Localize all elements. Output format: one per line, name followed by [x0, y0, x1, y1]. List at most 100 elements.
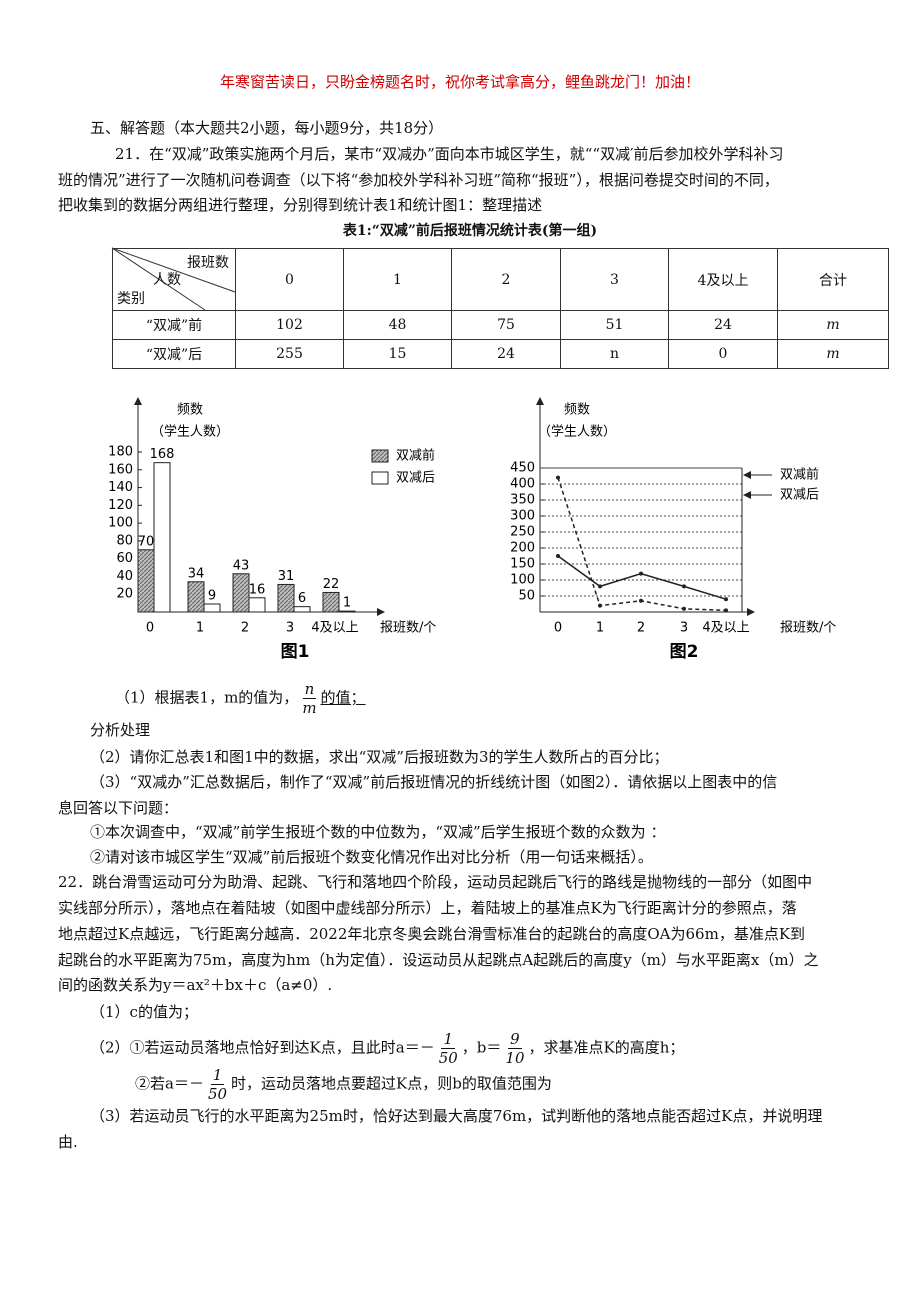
data-label: 22: [323, 577, 340, 592]
point: [724, 597, 728, 602]
text: 的值；: [320, 688, 366, 707]
x-tick-label: 0: [554, 621, 562, 636]
y-tick-label: 120: [108, 498, 133, 513]
y-tick-label: 100: [108, 516, 133, 531]
y-tick-label: 100: [510, 573, 535, 588]
fraction: 1 50: [206, 1066, 229, 1103]
point: [556, 554, 560, 558]
data-label: 31: [278, 569, 295, 584]
y-tick-label: 200: [510, 541, 535, 556]
data-label: 34: [188, 566, 205, 581]
numerator: 1: [441, 1030, 456, 1049]
question: ②若a＝－ 1 50 时，运动员落地点要超过K点，则b的取值范围为: [135, 1066, 552, 1103]
y-tick-label: 150: [510, 557, 535, 572]
cell: 51: [560, 310, 669, 340]
bar: [338, 610, 356, 613]
x-tick-label: 1: [196, 621, 204, 636]
data-label: 70: [138, 534, 155, 549]
header-cell: 4及以上: [668, 248, 778, 311]
point: [598, 603, 602, 608]
question: 息回答以下问题：: [58, 799, 179, 817]
text: （2）①若运动员落地点恰好到达K点，且此时a＝－: [90, 1038, 435, 1057]
denominator: m: [302, 699, 317, 717]
x-tick-label: 3: [286, 621, 294, 636]
cell: 24: [668, 310, 778, 340]
table-caption: 表1:“双减”前后报班情况统计表(第一组): [342, 223, 598, 239]
numerator: 1: [210, 1066, 225, 1085]
y-tick-label: 20: [116, 587, 133, 602]
data-label: 16: [249, 582, 266, 597]
header-cell: 3: [560, 248, 669, 311]
line: [557, 477, 727, 612]
y-axis-label: （学生人数）: [151, 424, 229, 440]
y-tick-label: 400: [510, 477, 535, 492]
cell: 255: [235, 339, 344, 369]
header-cell: 合计: [777, 248, 889, 311]
fraction: 9 10: [503, 1030, 526, 1067]
cell: 75: [451, 310, 561, 340]
banner: 年寒窗苦读日，只盼金榜题名时，祝你考试拿高分，鲤鱼跳龙门！加油！: [219, 73, 700, 91]
question: （2）请你汇总表1和图1中的数据，求出“双减”后报班数为3的学生人数所占的百分比…: [90, 748, 669, 766]
text: ，b＝: [461, 1038, 502, 1057]
legend-label: 双减前: [780, 467, 819, 483]
text-line: 班的情况”进行了一次随机问卷调查（以下将“参加校外学科补习班”简称“报班”），根…: [58, 171, 779, 189]
text: 时，运动员落地点要超过K点，则b的取值范围为: [231, 1074, 552, 1093]
cell: 102: [235, 310, 344, 340]
corner-cell: 报班数 人数 类别: [112, 248, 236, 311]
bar: [137, 549, 155, 613]
header-cell: 2: [451, 248, 561, 311]
x-tick-label: 2: [637, 621, 645, 636]
y-tick-label: 180: [108, 445, 133, 460]
y-tick-label: 160: [108, 462, 133, 477]
text-line: 地点超过K点越远，飞行距离分越高．2022年北京冬奥会跳台滑雪标准台的起跳台的高…: [58, 925, 806, 943]
numerator: n: [302, 680, 317, 699]
y-tick-label: 450: [510, 461, 535, 476]
data-label: 9: [208, 589, 216, 604]
y-tick-label: 350: [510, 493, 535, 508]
y-tick-label: 60: [116, 551, 133, 566]
denominator: 50: [438, 1049, 458, 1067]
bar: [277, 583, 295, 613]
point: [556, 475, 560, 480]
header-cell: 0: [235, 248, 344, 311]
legend-label: 双减前: [396, 448, 435, 464]
row-header: “双减”后: [112, 339, 236, 369]
bar: [203, 603, 221, 613]
legend-swatch: [371, 471, 389, 485]
x-tick-label: 4及以上: [702, 621, 749, 636]
point: [598, 584, 602, 589]
figure-caption: 图1: [281, 642, 310, 662]
fraction: 1 50: [437, 1030, 460, 1067]
bar: [293, 606, 311, 613]
bar: [232, 573, 250, 613]
y-tick-label: 80: [116, 533, 133, 548]
point: [724, 608, 728, 613]
cell: n: [560, 339, 669, 369]
x-tick-label: 1: [596, 621, 604, 636]
x-tick-label: 3: [680, 621, 688, 636]
y-tick-label: 140: [108, 480, 133, 495]
point: [682, 606, 686, 611]
question: （3）若运动员飞行的水平距离为25m时，恰好达到最大高度76m，试判断他的落地点…: [90, 1107, 823, 1125]
bar: [187, 581, 205, 613]
bar: [322, 591, 340, 613]
cell: 0: [668, 339, 778, 369]
text-line: 21．在“双减”政策实施两个月后，某市“双减办”面向本市城区学生，就““双减′前…: [115, 145, 784, 163]
point: [639, 598, 643, 603]
y-tick-label: 50: [518, 589, 535, 604]
table: 报班数 人数 类别 0 1 2 3 4及以上 合计 “双减”前 102 48 75 51…: [112, 248, 889, 369]
question: （3）“双减办”汇总数据后，制作了“双减”前后报班情况的折线统计图（如图2）．请…: [90, 773, 778, 791]
corner-label: 人数: [153, 272, 181, 288]
x-tick-label: 4及以上: [311, 621, 358, 636]
question: ②请对该市城区学生“双减”前后报班个数变化情况作出对比分析（用一句话来概括）。: [90, 848, 653, 866]
question: 由.: [58, 1133, 78, 1151]
data-label: 6: [298, 591, 306, 606]
figure-caption: 图2: [670, 642, 699, 662]
bar: [248, 597, 266, 613]
legend-swatch: [371, 449, 389, 463]
cell: m: [777, 339, 889, 369]
text: ②若a＝－: [135, 1074, 204, 1093]
section-heading: 五、解答题（本大题共2小题，每小题9分，共18分）: [90, 119, 444, 137]
subheading: 分析处理: [90, 721, 151, 739]
